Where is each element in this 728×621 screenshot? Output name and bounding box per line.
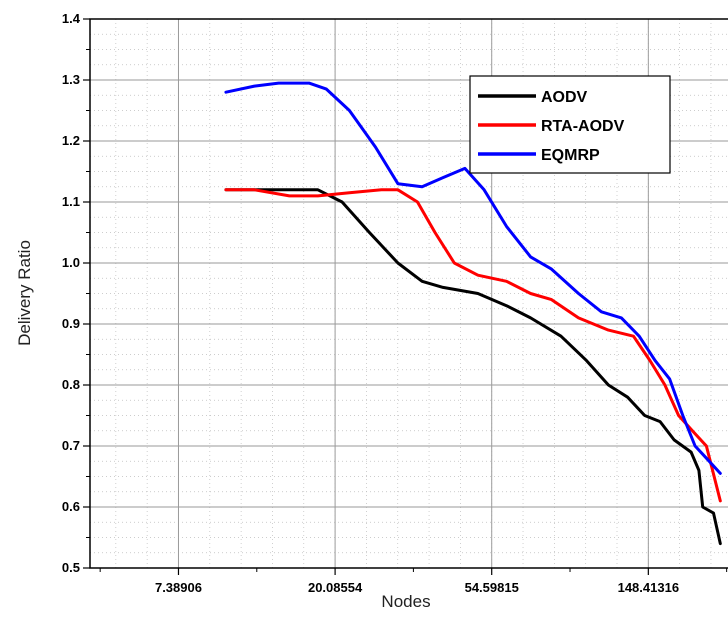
x-tick-label: 148.41316	[618, 580, 679, 595]
y-axis-title: Delivery Ratio	[15, 240, 34, 346]
y-tick-label: 1.4	[62, 11, 81, 26]
y-tick-label: 0.6	[62, 499, 80, 514]
x-tick-label: 7.38906	[155, 580, 202, 595]
legend: AODV RTA-AODV EQMRP	[469, 75, 671, 174]
series-line-eqmrp	[224, 81, 722, 475]
y-tick-label: 1.2	[62, 133, 80, 148]
legend-label-aodv: AODV	[541, 89, 588, 106]
x-tick-label: 20.08554	[308, 580, 363, 595]
y-tick-label: 0.7	[62, 438, 80, 453]
tick-labels: 0.5 0.6 0.7 0.8 0.9 1.0 1.1 1.2 1.3 1.4 7.38906 20.…	[62, 11, 679, 595]
y-tick-label: 0.5	[62, 560, 80, 575]
x-tick-label: 54.59815	[465, 580, 519, 595]
y-tick-label: 1.1	[62, 194, 80, 209]
x-axis-title: Nodes	[381, 592, 430, 611]
axis-ticks	[83, 18, 728, 575]
y-tick-label: 1.3	[62, 72, 80, 87]
y-tick-label: 1.0	[62, 255, 80, 270]
y-tick-label: 0.8	[62, 377, 80, 392]
series-line-aodv	[224, 188, 722, 546]
legend-label-rta-aodv: RTA-AODV	[541, 118, 625, 135]
legend-label-eqmrp: EQMRP	[541, 147, 600, 164]
series-lines	[224, 81, 722, 546]
y-tick-label: 0.9	[62, 316, 80, 331]
series-line-rta-aodv	[224, 188, 722, 503]
